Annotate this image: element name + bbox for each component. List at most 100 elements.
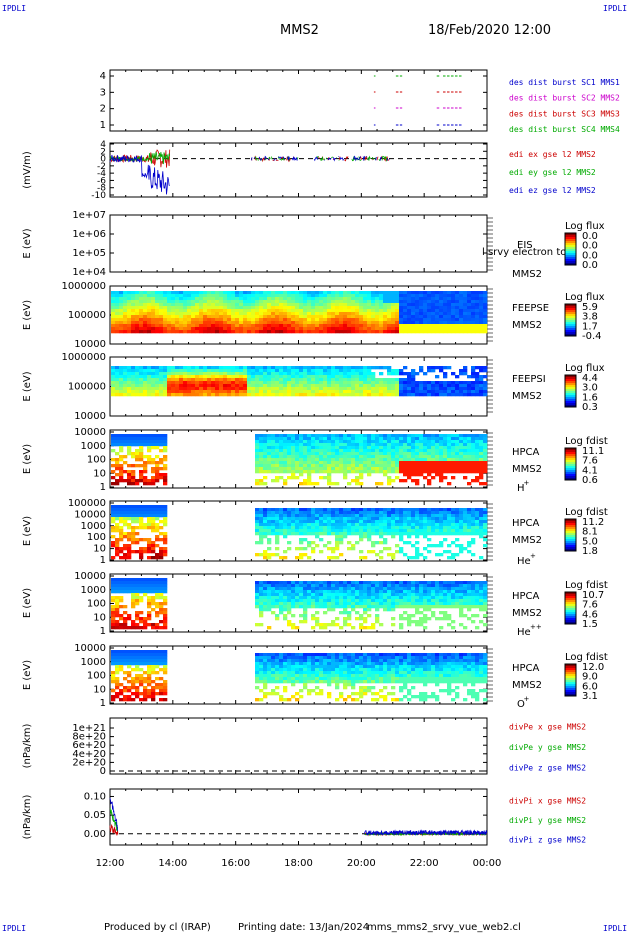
spectrogram-cell (315, 455, 320, 459)
spectrogram-cell (399, 455, 404, 459)
legend-entry: des dist burst SC3 MMS3 (509, 109, 620, 118)
spectrogram-cell (427, 523, 432, 527)
spectrogram-cell (163, 378, 168, 382)
spectrogram-cell (339, 458, 344, 462)
spectrogram-cell (463, 318, 468, 322)
spectrogram-cell (207, 309, 212, 313)
spectrogram-cell (295, 440, 300, 444)
spectrogram-cell (399, 294, 404, 298)
spectrogram-cell (379, 467, 384, 471)
spectrogram-cell (315, 312, 320, 316)
spectrogram-cell (143, 590, 148, 594)
spectrogram-cell (403, 315, 408, 319)
spectrogram-cell (311, 464, 316, 468)
spectrogram-cell (131, 587, 136, 591)
spectrogram-cell (423, 476, 428, 480)
spectrogram-cell (387, 547, 392, 551)
spectrogram-cell (407, 467, 412, 471)
spectrogram-cell (347, 372, 352, 376)
spectrogram-cell (335, 390, 340, 394)
spectrogram-cell (155, 470, 160, 474)
spectrogram-cell (375, 387, 380, 391)
spectrogram-cell (395, 297, 400, 301)
spectrogram-cell (367, 381, 372, 385)
spectrogram-cell (311, 467, 316, 471)
colorbar-cell (565, 456, 576, 459)
spectrogram-cell (447, 318, 452, 322)
spectrogram-cell (151, 443, 156, 447)
spectrogram-cell (399, 467, 404, 471)
spectrogram-cell (431, 330, 436, 334)
spectrogram-cell (327, 378, 332, 382)
spectrogram-cell (227, 366, 232, 370)
spectrogram-cell (151, 541, 156, 545)
spectrogram-cell (475, 375, 480, 379)
spectrogram-cell (463, 324, 468, 328)
spectrogram-cell (335, 547, 340, 551)
spectrogram-cell (355, 526, 360, 530)
spectrogram-cell (339, 303, 344, 307)
spectrogram-cell (299, 315, 304, 319)
spectrogram-cell (307, 327, 312, 331)
spectrogram-cell (371, 366, 376, 370)
spectrogram-cell (323, 375, 328, 379)
spectrogram-cell (263, 384, 268, 388)
spectrogram-cell (155, 464, 160, 468)
spectrogram-cell (471, 393, 476, 397)
spectrogram-cell (255, 553, 260, 557)
spectrogram-cell (203, 306, 208, 310)
spectrogram-cell (255, 297, 260, 301)
spectrogram-cell (135, 482, 140, 486)
spectrogram-cell (111, 529, 116, 533)
spectrogram-cell (367, 437, 372, 441)
y-tick-label: 1 (100, 120, 106, 131)
spectrogram-cell (139, 473, 144, 477)
spectrogram-cell (411, 532, 416, 536)
spectrogram-cell (479, 511, 484, 515)
spectrogram-cell (479, 387, 484, 391)
spectrogram-cell (431, 294, 436, 298)
spectrogram-cell (391, 318, 396, 322)
spectrogram-cell (411, 312, 416, 316)
spectrogram-cell (395, 544, 400, 548)
spectrogram-cell (235, 294, 240, 298)
panel-label: FEEPSI (512, 374, 546, 385)
spectrogram-cell (379, 556, 384, 560)
spectrogram-cell (279, 461, 284, 465)
spectrogram-cell (391, 508, 396, 512)
spectrogram-cell (187, 372, 192, 376)
spectrogram-cell (403, 461, 408, 465)
spectrogram-cell (131, 596, 136, 600)
spectrogram-cell (327, 303, 332, 307)
spectrogram-cell (279, 291, 284, 295)
spectrogram-cell (119, 532, 124, 536)
spectrogram-cell (271, 318, 276, 322)
spectrogram-cell (147, 587, 152, 591)
spectrogram-cell (423, 300, 428, 304)
spectrogram-cell (387, 479, 392, 483)
spectrogram-cell (379, 461, 384, 465)
spectrogram-cell (295, 312, 300, 316)
spectrogram-cell (315, 291, 320, 295)
spectrogram-cell (427, 294, 432, 298)
spectrogram-cell (447, 464, 452, 468)
spectrogram-cell (163, 306, 168, 310)
spectrogram-cell (459, 461, 464, 465)
spectrogram-cell (423, 297, 428, 301)
spectrogram-cell (323, 318, 328, 322)
spectrogram-cell (407, 461, 412, 465)
spectrogram-cell (467, 381, 472, 385)
spectrogram-cell (343, 318, 348, 322)
spectrogram-cell (151, 440, 156, 444)
spectrogram-cell (343, 321, 348, 325)
spectrogram-cell (155, 390, 160, 394)
spectrogram-cell (119, 467, 124, 471)
spectrogram-cell (123, 605, 128, 609)
y-tick-label: 10000 (74, 509, 106, 520)
spectrogram-cell (339, 470, 344, 474)
spectrogram-cell (347, 381, 352, 385)
spectrogram-cell (267, 306, 272, 310)
spectrogram-cell (291, 520, 296, 524)
spectrogram-cell (139, 620, 144, 624)
spectrogram-cell (367, 375, 372, 379)
